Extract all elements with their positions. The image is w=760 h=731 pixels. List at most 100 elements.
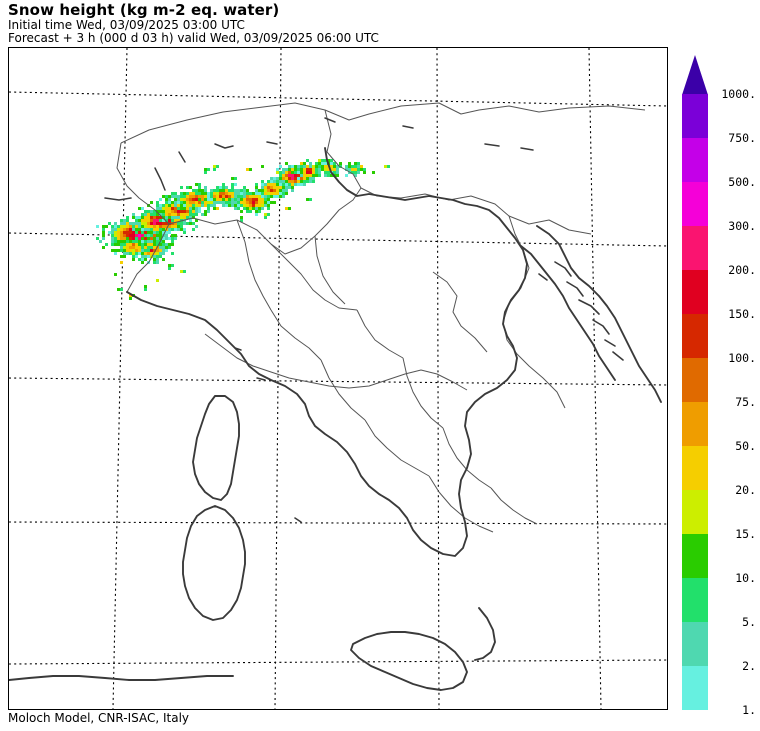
snow-cell <box>156 216 159 219</box>
snow-cell <box>108 222 111 225</box>
snow-cell <box>264 198 267 201</box>
snow-cell <box>222 204 225 207</box>
snow-cell <box>168 237 171 240</box>
snow-cell <box>162 237 165 240</box>
snow-cell <box>204 189 207 192</box>
graticule-gridlines <box>9 48 667 709</box>
snow-cell <box>171 225 174 228</box>
snow-cell <box>267 195 270 198</box>
snow-cell <box>270 201 273 204</box>
snow-cell <box>162 207 165 210</box>
snow-cell <box>204 201 207 204</box>
snow-cell <box>165 198 168 201</box>
snow-cell <box>324 174 327 177</box>
snow-cell <box>312 168 315 171</box>
snow-cell <box>171 213 174 216</box>
snow-cell <box>174 234 177 237</box>
snow-cell <box>129 252 132 255</box>
snow-cell <box>156 219 159 222</box>
snow-cell <box>198 198 201 201</box>
snow-cell <box>126 228 129 231</box>
snow-cell <box>192 195 195 198</box>
snow-cell <box>138 243 141 246</box>
snow-cell <box>159 225 162 228</box>
snow-cell <box>153 219 156 222</box>
snow-cell <box>183 213 186 216</box>
snow-cell <box>162 216 165 219</box>
snow-cell <box>231 192 234 195</box>
snow-cell <box>141 213 144 216</box>
page-title: Snow height (kg m-2 eq. water) <box>8 1 280 19</box>
snow-cell <box>183 210 186 213</box>
snow-cell <box>312 165 315 168</box>
snow-cell <box>222 192 225 195</box>
map-graphic <box>9 48 667 709</box>
snow-cell <box>219 201 222 204</box>
snow-cell <box>180 186 183 189</box>
snow-cell <box>132 255 135 258</box>
snow-cell <box>204 204 207 207</box>
snow-cell <box>141 228 144 231</box>
snow-cell <box>162 228 165 231</box>
snow-cell <box>144 240 147 243</box>
map-header: Snow height (kg m-2 eq. water) Initial t… <box>8 2 648 45</box>
snow-cell <box>168 195 171 198</box>
snow-cell <box>174 195 177 198</box>
snow-cell <box>183 198 186 201</box>
snow-cell <box>132 237 135 240</box>
snow-cell <box>309 171 312 174</box>
snow-cell <box>138 216 141 219</box>
snow-cell <box>273 189 276 192</box>
snow-cell <box>231 183 234 186</box>
snow-cell <box>162 252 165 255</box>
snow-cell <box>156 225 159 228</box>
snow-cell <box>150 234 153 237</box>
snow-cell <box>237 192 240 195</box>
snow-cell <box>225 192 228 195</box>
snow-cell <box>189 192 192 195</box>
snow-cell <box>303 171 306 174</box>
snow-cell <box>195 195 198 198</box>
snow-cell <box>132 228 135 231</box>
snow-cell <box>213 192 216 195</box>
snow-cell <box>189 219 192 222</box>
snow-cell <box>147 231 150 234</box>
snow-cell <box>114 240 117 243</box>
snow-cell <box>216 198 219 201</box>
snow-cell <box>198 189 201 192</box>
snow-cell <box>159 198 162 201</box>
snow-cell <box>150 219 153 222</box>
snow-cell <box>162 240 165 243</box>
snow-cell <box>309 162 312 165</box>
snow-cell <box>153 225 156 228</box>
snow-cell <box>141 225 144 228</box>
snow-cell <box>120 222 123 225</box>
snow-cell <box>240 189 243 192</box>
snow-cell <box>156 201 159 204</box>
snow-cell <box>291 177 294 180</box>
snow-cell <box>219 195 222 198</box>
snow-cell <box>171 195 174 198</box>
snow-cell <box>99 240 102 243</box>
snow-cell <box>156 210 159 213</box>
snow-cell <box>150 210 153 213</box>
snow-cell <box>156 234 159 237</box>
snow-cell <box>135 255 138 258</box>
snow-cell <box>300 165 303 168</box>
snow-cell <box>204 192 207 195</box>
snow-cell <box>291 180 294 183</box>
snow-cell <box>132 240 135 243</box>
snow-cell <box>267 198 270 201</box>
snow-cell <box>216 201 219 204</box>
snow-cell <box>171 204 174 207</box>
snow-cell <box>138 228 141 231</box>
snow-cell <box>180 201 183 204</box>
snow-cell <box>264 192 267 195</box>
snow-cell <box>294 168 297 171</box>
snow-cell <box>204 210 207 213</box>
snow-cell <box>222 183 225 186</box>
snow-cell <box>192 213 195 216</box>
snow-cell <box>117 225 120 228</box>
snow-cell <box>309 174 312 177</box>
snow-cell <box>252 195 255 198</box>
